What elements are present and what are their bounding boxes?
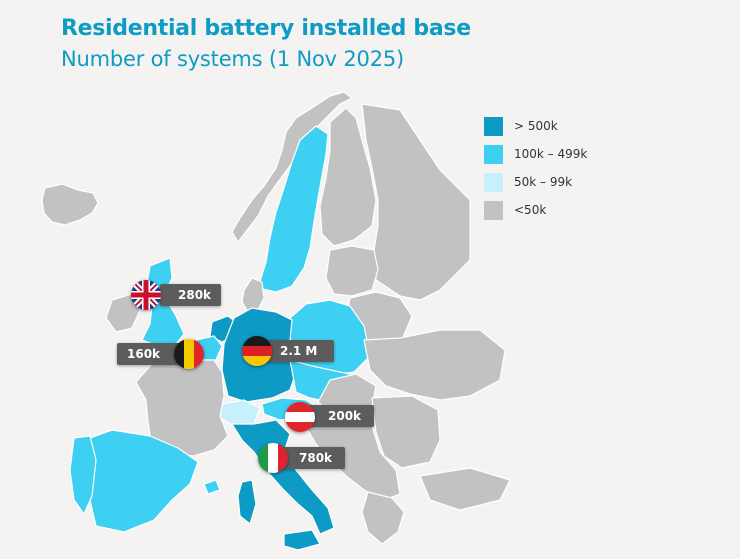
map-title: Residential battery installed base	[61, 16, 471, 41]
callout-uk-value: 280k	[160, 284, 222, 306]
region-sweden	[257, 125, 329, 293]
region-baltics	[325, 245, 379, 297]
callout-germany-value: 2.1 M	[258, 340, 334, 362]
region-ukraine	[363, 329, 506, 401]
legend-item-under-50k: <50k	[484, 196, 587, 224]
region-france	[135, 355, 229, 457]
legend-swatch	[484, 172, 503, 192]
region-norway	[231, 91, 353, 243]
region-balearic	[203, 479, 221, 495]
uk-flag-icon	[131, 280, 161, 310]
region-russia-east	[361, 103, 471, 301]
region-turkey	[419, 467, 511, 511]
callout-belgium-value: 160k	[117, 343, 183, 365]
region-sicily	[283, 529, 321, 551]
legend: > 500k 100k – 499k 50k – 99k <50k	[484, 112, 587, 224]
callout-italy-value: 780k	[275, 447, 345, 469]
legend-label: > 500k	[514, 119, 558, 133]
region-portugal	[69, 435, 97, 515]
legend-label: 50k – 99k	[514, 175, 573, 189]
region-sardinia	[237, 479, 257, 525]
legend-swatch	[484, 200, 503, 220]
region-denmark	[241, 277, 265, 313]
region-romania-bulgaria	[371, 395, 441, 469]
legend-item-100k-499k: 100k – 499k	[484, 140, 587, 168]
legend-label: <50k	[514, 203, 547, 217]
legend-swatch	[484, 116, 503, 136]
belgium-flag-icon	[174, 339, 204, 369]
italy-flag-icon	[258, 443, 288, 473]
legend-swatch	[484, 144, 503, 164]
germany-flag-icon	[242, 336, 272, 366]
region-iceland	[41, 183, 99, 226]
legend-item-500k-plus: > 500k	[484, 112, 587, 140]
callout-austria-value: 200k	[302, 405, 374, 427]
legend-item-50k-99k: 50k – 99k	[484, 168, 587, 196]
region-switzerland	[219, 399, 261, 427]
legend-label: 100k – 499k	[514, 147, 588, 161]
map-subtitle: Number of systems (1 Nov 2025)	[61, 47, 405, 71]
region-finland	[319, 107, 377, 247]
austria-flag-icon	[285, 402, 315, 432]
region-greece	[361, 491, 405, 545]
